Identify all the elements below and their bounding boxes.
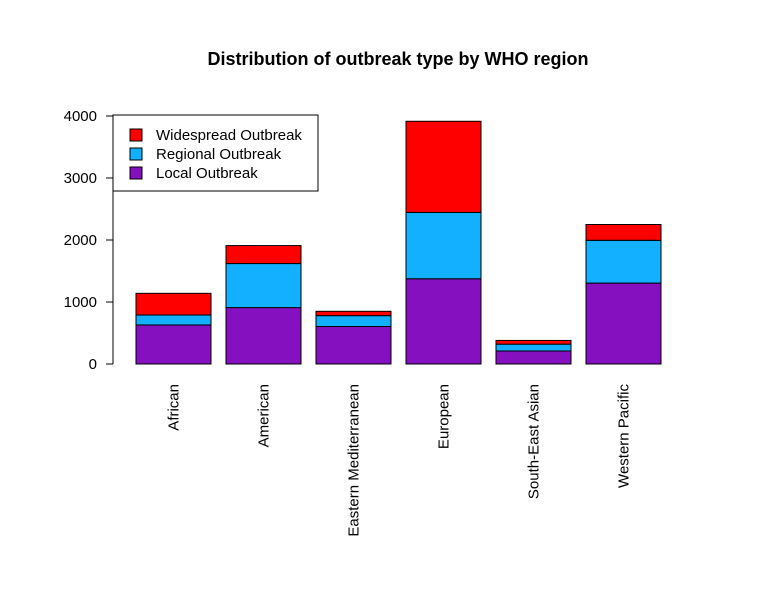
legend-label: Widespread Outbreak <box>156 127 302 144</box>
x-category-label: American <box>256 384 273 447</box>
bar-segment <box>225 263 302 309</box>
x-category-label: African <box>166 384 183 431</box>
x-axis-labels: African American Eastern Mediterranean Euro… <box>166 384 633 537</box>
bar-segment <box>405 120 482 213</box>
bar-segment <box>405 211 482 280</box>
legend-swatch <box>129 166 143 180</box>
bar-segment <box>495 339 572 345</box>
bar-segment <box>135 314 212 326</box>
bar-segment <box>135 292 212 316</box>
bar-segment <box>135 324 212 365</box>
y-axis: 0 1000 2000 3000 4000 <box>64 108 114 373</box>
bar-segment <box>585 224 662 241</box>
y-tick-label: 4000 <box>64 108 97 125</box>
y-tick-label: 3000 <box>64 170 97 187</box>
bars <box>135 120 662 365</box>
bar-segment <box>225 245 302 265</box>
legend-swatch <box>129 147 143 161</box>
bar-segment <box>225 307 302 365</box>
bar-segment <box>315 315 392 327</box>
bar-segment <box>495 350 572 365</box>
legend-label: Local Outbreak <box>156 165 258 182</box>
y-tick-label: 1000 <box>64 294 97 311</box>
y-tick-label: 0 <box>89 356 97 373</box>
bar-segment <box>315 325 392 365</box>
x-category-label: Western Pacific <box>616 384 633 488</box>
legend-swatch <box>129 128 143 142</box>
chart-title: Distribution of outbreak type by WHO reg… <box>207 49 588 69</box>
bar-segment <box>585 239 662 284</box>
bar-segment <box>585 282 662 365</box>
legend-box <box>112 114 319 192</box>
bar-segment <box>405 278 482 365</box>
x-category-label: Eastern Mediterranean <box>346 384 363 537</box>
bar-segment <box>315 310 392 317</box>
x-category-label: South-East Asian <box>526 384 543 499</box>
legend-label: Regional Outbreak <box>156 146 282 163</box>
legend: Widespread Outbreak Regional Outbreak Loca… <box>112 114 319 192</box>
y-tick-label: 2000 <box>64 232 97 249</box>
x-category-label: European <box>436 384 453 449</box>
bar-segment <box>495 343 572 352</box>
